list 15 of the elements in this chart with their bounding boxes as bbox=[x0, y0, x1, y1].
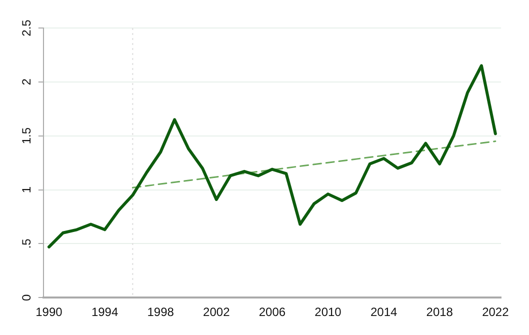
x-tick-label: 1998 bbox=[147, 305, 174, 320]
y-tick-label: 1 bbox=[19, 186, 34, 194]
y-tick-label: 1.5 bbox=[19, 127, 34, 144]
x-tick-label: 2022 bbox=[482, 305, 510, 320]
x-tick-label: 2010 bbox=[314, 305, 342, 320]
y-tick-label: .5 bbox=[19, 238, 34, 249]
x-tick-label: 1990 bbox=[36, 305, 63, 320]
y-tick-label: 2.5 bbox=[19, 19, 34, 36]
x-tick-label: 2006 bbox=[258, 305, 286, 320]
x-tick-label: 2002 bbox=[203, 305, 230, 320]
y-tick-label: 2 bbox=[19, 78, 34, 86]
x-tick-label: 2014 bbox=[370, 305, 398, 320]
x-tick-label: 2018 bbox=[426, 305, 454, 320]
x-tick-label: 1994 bbox=[91, 305, 118, 320]
y-tick-label: 0 bbox=[19, 294, 34, 301]
